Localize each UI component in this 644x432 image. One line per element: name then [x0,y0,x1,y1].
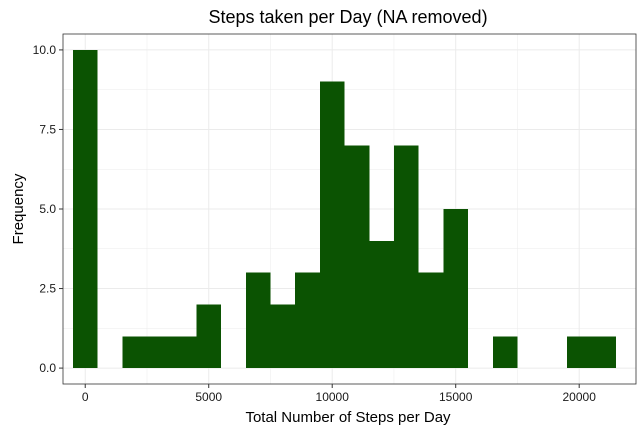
histogram-bar [443,209,469,369]
chart-title: Steps taken per Day (NA removed) [208,7,487,27]
y-tick-label: 0.0 [39,361,56,375]
histogram-bar [393,145,419,369]
x-tick-label: 10000 [316,390,350,404]
x-tick-label: 20000 [563,390,597,404]
y-tick-label: 5.0 [39,202,56,216]
histogram-bar [319,81,345,369]
histogram-bar [492,336,518,369]
histogram-bar [418,272,444,369]
histogram-bar [72,49,98,369]
y-tick-label: 10.0 [33,43,57,57]
x-tick-label: 0 [82,390,89,404]
histogram-bar [295,272,320,369]
histogram-bar [122,336,147,369]
histogram-bar [270,304,296,369]
histogram-bar [591,336,617,369]
histogram-bar [171,336,197,369]
bars [72,49,617,369]
y-axis-title: Frequency [10,173,27,244]
histogram-bar [196,304,222,369]
y-axis-ticks: 0.0 2.5 5.0 7.5 10.0 [33,43,63,375]
plot-panel [62,33,637,385]
x-tick-label: 5000 [195,390,222,404]
y-tick-label: 2.5 [39,282,56,296]
histogram-bar [146,336,172,369]
x-axis-ticks: 0 5000 10000 15000 20000 [82,384,596,404]
x-tick-label: 15000 [439,390,473,404]
y-tick-label: 7.5 [39,122,56,136]
histogram-bar [369,240,394,369]
x-axis-title: Total Number of Steps per Day [245,409,451,426]
histogram-bar [344,145,370,369]
histogram-bar [245,272,271,369]
histogram-bar [566,336,592,369]
